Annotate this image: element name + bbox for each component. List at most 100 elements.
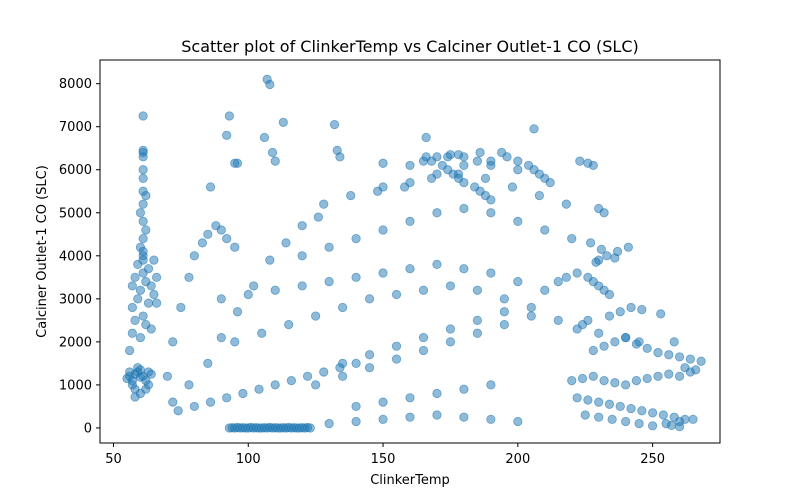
scatter-point — [475, 147, 485, 158]
scatter-point — [135, 285, 146, 295]
scatter-point — [459, 203, 469, 214]
x-tick-label: 200 — [505, 452, 530, 467]
scatter-point — [445, 337, 456, 347]
scatter-point — [205, 397, 216, 407]
scatter-point — [453, 150, 464, 160]
scatter-point — [432, 388, 442, 399]
scatter-point — [540, 225, 550, 235]
scatter-point — [238, 388, 248, 399]
scatter-point — [125, 345, 135, 356]
scatter-point — [586, 238, 596, 248]
scatter-point — [265, 79, 275, 90]
scatter-point — [666, 420, 677, 430]
scatter-point — [472, 315, 482, 325]
scatter-point — [664, 369, 674, 379]
scatter-point — [513, 416, 523, 427]
scatter-point — [580, 410, 590, 420]
scatter-point — [146, 324, 156, 334]
scatter-point — [669, 337, 679, 347]
scatter-point — [230, 337, 240, 347]
scatter-point — [405, 393, 415, 403]
y-tick-label: 5000 — [59, 206, 92, 221]
scatter-point — [615, 401, 625, 412]
scatter-point — [642, 343, 652, 353]
scatter-point — [634, 337, 644, 347]
scatter-point — [685, 354, 695, 364]
scatter-point — [588, 160, 598, 171]
scatter-point — [472, 285, 482, 295]
x-tick-label: 250 — [640, 452, 665, 467]
scatter-point — [127, 302, 137, 313]
scatter-point — [168, 337, 178, 347]
scatter-point — [351, 233, 361, 244]
scatter-point — [329, 119, 340, 130]
scatter-point — [621, 332, 631, 343]
scatter-point — [364, 294, 375, 304]
scatter-point — [351, 358, 361, 368]
y-axis-label: Calciner Outlet-1 CO (SLC) — [35, 165, 50, 338]
scatter-point — [176, 302, 186, 313]
scatter-point — [637, 406, 647, 416]
scatter-point — [297, 221, 307, 231]
scatter-point — [432, 169, 442, 179]
scatter-point — [691, 365, 701, 375]
scatter-point — [513, 156, 523, 166]
y-tick-label: 4000 — [59, 249, 92, 264]
scatter-point — [311, 311, 321, 321]
scatter-point — [499, 294, 509, 304]
scatter-point — [656, 309, 666, 319]
scatter-point — [459, 264, 469, 274]
scatter-point — [610, 253, 620, 263]
scatter-point — [577, 373, 588, 384]
x-tick-label: 100 — [236, 452, 261, 467]
scatter-points — [122, 74, 706, 433]
scatter-point — [615, 307, 625, 317]
scatter-point — [184, 272, 194, 282]
x-axis-label: ClinkerTemp — [370, 473, 450, 488]
scatter-point — [297, 281, 307, 291]
scatter-point — [216, 332, 226, 343]
scatter-point — [216, 294, 226, 304]
scatter-point — [138, 145, 148, 155]
scatter-point — [203, 229, 213, 239]
scatter-point — [502, 152, 512, 162]
scatter-point — [146, 369, 156, 379]
scatter-point — [631, 375, 642, 386]
scatter-point — [311, 380, 321, 390]
plot-frame — [99, 59, 721, 444]
scatter-point — [610, 378, 620, 388]
scatter-point — [319, 367, 329, 377]
scatter-point — [146, 281, 156, 291]
scatter-point — [173, 406, 183, 416]
scatter-point — [138, 246, 148, 257]
scatter-point — [138, 216, 148, 226]
scatter-point — [130, 272, 140, 282]
scatter-point — [152, 298, 162, 308]
scatter-point — [405, 264, 415, 274]
scatter-point — [596, 244, 606, 254]
scatter-point — [418, 345, 429, 356]
scatter-point — [281, 238, 291, 248]
scatter-point — [133, 294, 143, 304]
scatter-point — [378, 158, 388, 168]
scatter-point — [561, 272, 571, 282]
scatter-point — [391, 289, 402, 300]
scatter-point — [553, 315, 563, 325]
scatter-point — [443, 152, 453, 162]
scatter-point — [138, 165, 148, 175]
scatter-point — [143, 264, 154, 274]
scatter-point — [222, 233, 232, 244]
scatter-point — [189, 251, 199, 261]
x-axis: 50 100 150 200 250 — [105, 443, 665, 467]
scatter-point — [594, 412, 604, 422]
scatter-point — [243, 289, 253, 300]
scatter-point — [254, 384, 264, 394]
scatter-point — [222, 393, 232, 403]
scatter-point — [216, 225, 226, 235]
scatter-point — [232, 158, 243, 168]
x-tick-label: 50 — [105, 452, 122, 467]
scatter-point — [486, 380, 496, 390]
scatter-point — [604, 399, 615, 409]
scatter-point — [459, 412, 469, 422]
